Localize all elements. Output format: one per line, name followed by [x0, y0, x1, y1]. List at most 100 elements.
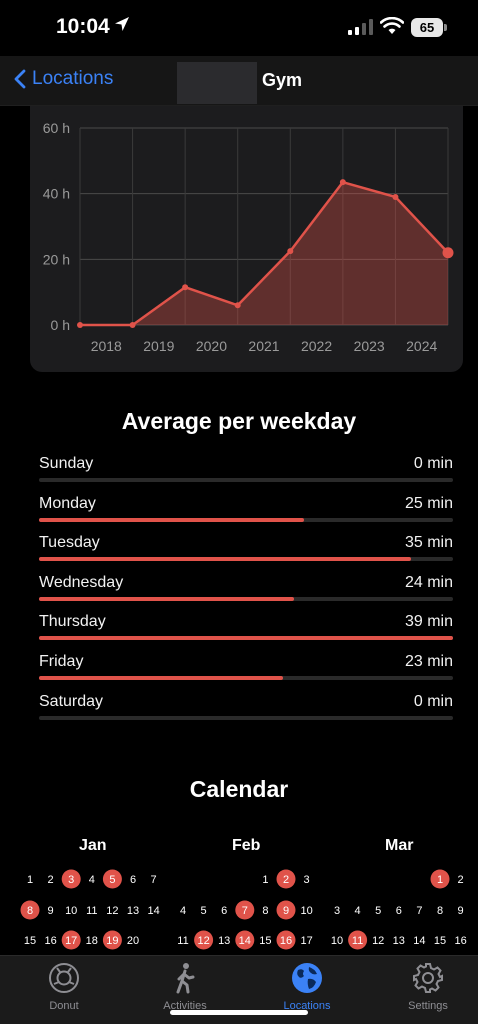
calendar-day[interactable]: 4 [355, 905, 361, 917]
tab-donut[interactable]: Donut [14, 962, 114, 1012]
calendar-day[interactable]: 3 [304, 874, 310, 886]
calendar-day[interactable]: 9 [283, 905, 289, 917]
chart-x-tick-label: 2021 [248, 338, 279, 354]
chart-y-tick-label: 0 h [51, 317, 70, 333]
calendar-day[interactable]: 9 [458, 905, 464, 917]
calendar-day[interactable]: 1 [437, 874, 443, 886]
calendar-day[interactable]: 14 [239, 935, 251, 947]
calendar-day[interactable]: 7 [242, 905, 248, 917]
tab-locations[interactable]: Locations [257, 962, 357, 1012]
tab-settings-label: Settings [408, 1000, 448, 1012]
calendar-day[interactable]: 3 [334, 905, 340, 917]
weekday-list: Sunday 0 min Monday 25 min Tuesday 35 min Wedn… [39, 455, 453, 732]
calendar-day[interactable]: 8 [437, 905, 443, 917]
weekday-bar-fill [39, 517, 305, 522]
calendar-day[interactable]: 6 [221, 905, 227, 917]
calendar-day[interactable]: 6 [130, 874, 136, 886]
weekday-bar-fill [39, 557, 411, 562]
calendar-day[interactable]: 10 [300, 905, 312, 917]
weekday-bar-track [39, 478, 453, 482]
calendar-day[interactable]: 2 [48, 874, 54, 886]
chart-data-point [339, 179, 346, 186]
calendar-day[interactable]: 3 [68, 874, 74, 886]
calendar-day[interactable]: 13 [393, 935, 405, 947]
weekday-section-title: Average per weekday [121, 408, 357, 434]
weekday-row-sunday: Sunday 0 min [39, 455, 453, 495]
calendar-day[interactable]: 7 [151, 874, 157, 886]
location-thumbnail [177, 62, 257, 104]
weekday-value: 0 min [413, 455, 453, 472]
weekday-bar-track [39, 517, 453, 522]
calendar-day[interactable]: 20 [127, 935, 139, 947]
calendar-day[interactable]: 2 [458, 874, 464, 886]
calendar-day[interactable]: 15 [259, 935, 271, 947]
calendar-day[interactable]: 11 [86, 905, 97, 917]
calendar-day[interactable]: 13 [218, 935, 230, 947]
tab-activities-label: Activities [163, 1000, 207, 1012]
calendar-day[interactable]: 12 [106, 905, 118, 917]
month-label-mar: Mar [385, 837, 414, 854]
chart-series-line [80, 180, 449, 327]
chart-data-point [287, 248, 294, 255]
weekday-value: 24 min [404, 573, 453, 591]
donut-icon [49, 963, 79, 993]
chart-x-tick-label: 2019 [143, 338, 174, 354]
calendar-day[interactable]: 8 [262, 905, 268, 917]
calendar-day-highlight [61, 930, 81, 950]
chart-x-tick-label: 2024 [406, 338, 437, 354]
weekday-bar-track [39, 596, 453, 601]
month-label-feb: Feb [232, 837, 261, 854]
chart-x-tick-label: 2020 [196, 338, 227, 354]
weekday-label: Tuesday [39, 534, 100, 552]
tab-locations-label: Locations [283, 1000, 331, 1012]
calendar-day-highlight [20, 900, 40, 920]
calendar-day[interactable]: 16 [44, 935, 56, 947]
weekday-label: Thursday [39, 613, 106, 631]
calendar-day[interactable]: 13 [127, 905, 139, 917]
tab-activities[interactable]: Activities [135, 962, 235, 1012]
calendar-day[interactable]: 11 [177, 935, 188, 947]
calendar-day[interactable]: 5 [201, 905, 207, 917]
tab-donut-label: Donut [49, 1000, 79, 1012]
calendar-day[interactable]: 1 [262, 874, 268, 886]
calendar-day[interactable]: 14 [413, 935, 425, 947]
calendar-day[interactable]: 5 [109, 874, 115, 886]
calendar-day[interactable]: 17 [300, 935, 312, 947]
calendar-day[interactable]: 8 [27, 905, 33, 917]
yearly-chart-card: 60 h 40 h 20 h 0 h 2018 2019 2020 2021 2022 2023 2… [30, 106, 463, 372]
month-label-jan: Jan [79, 837, 107, 854]
back-button[interactable]: Locations [14, 68, 113, 90]
calendar-day[interactable]: 4 [89, 874, 95, 886]
location-arrow-icon [115, 17, 129, 31]
weekday-bar-track [39, 636, 453, 641]
calendar-day[interactable]: 19 [106, 935, 118, 947]
calendar-day[interactable]: 10 [331, 935, 343, 947]
cellular-signal-icon [348, 19, 373, 35]
chart-data-point [234, 302, 241, 309]
calendar-day[interactable]: 4 [180, 905, 186, 917]
calendar-day[interactable]: 18 [86, 935, 98, 947]
calendar-day[interactable]: 11 [352, 935, 363, 947]
calendar-title: Calendar [189, 776, 289, 802]
calendar-day[interactable]: 16 [454, 935, 466, 947]
weekday-row-saturday: Saturday 0 min [39, 693, 453, 733]
calendar-day-highlight [235, 900, 255, 920]
calendar-day[interactable]: 6 [396, 905, 402, 917]
calendar-day[interactable]: 5 [375, 905, 381, 917]
calendar-day[interactable]: 12 [372, 935, 384, 947]
chart-x-tick-label: 2022 [301, 338, 332, 354]
calendar-day[interactable]: 15 [434, 935, 446, 947]
calendar-day[interactable]: 16 [280, 935, 292, 947]
weekday-bar-track [39, 557, 453, 562]
calendar-day[interactable]: 15 [24, 935, 36, 947]
calendar-day[interactable]: 2 [283, 874, 289, 886]
calendar-day[interactable]: 17 [65, 935, 77, 947]
tab-settings[interactable]: Settings [378, 962, 478, 1012]
calendar-day[interactable]: 12 [197, 935, 209, 947]
calendar-day[interactable]: 7 [416, 905, 422, 917]
calendar-day[interactable]: 14 [147, 905, 159, 917]
calendar-day[interactable]: 10 [65, 905, 77, 917]
calendar-day[interactable]: 1 [27, 874, 33, 886]
calendar-day[interactable]: 9 [48, 905, 54, 917]
weekday-row-tuesday: Tuesday 35 min [39, 534, 453, 574]
